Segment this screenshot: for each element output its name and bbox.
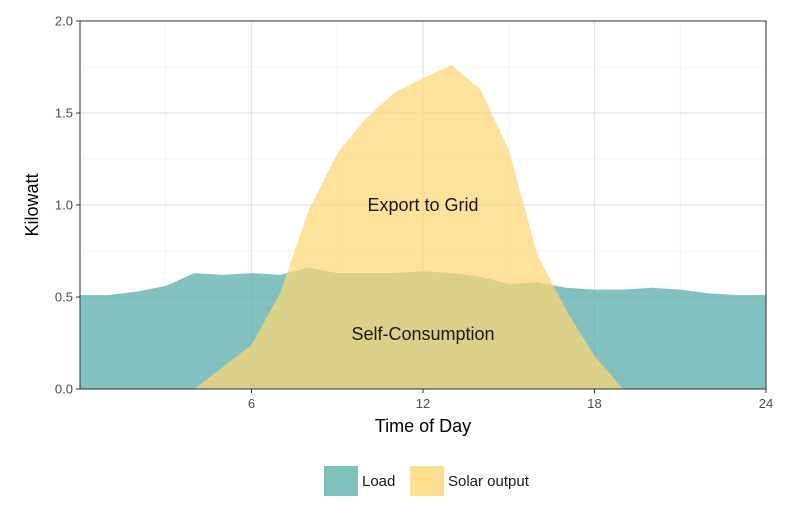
- legend-key: [324, 466, 358, 496]
- y-tick-label: 2.0: [55, 14, 73, 29]
- annotation-label: Self-Consumption: [351, 324, 494, 344]
- y-tick-label: 1.0: [55, 198, 73, 213]
- plot-border: [79, 20, 767, 390]
- x-tick-label: 6: [248, 396, 255, 411]
- x-axis-title: Time of Day: [375, 416, 471, 436]
- legend: Load Solar output: [324, 466, 530, 496]
- annotations: Export to Grid Self-Consumption: [351, 195, 494, 344]
- x-tick-label: 12: [416, 396, 430, 411]
- y-tick-label: 0.5: [55, 290, 73, 305]
- legend-label: Load: [362, 473, 395, 490]
- axes: 6 12 18 24 0.0 0.5 1.0 1.5 2.0: [55, 14, 773, 412]
- legend-key: [410, 466, 444, 496]
- x-tick-label: 24: [759, 396, 773, 411]
- legend-label: Solar output: [448, 473, 530, 490]
- areas: [80, 65, 766, 389]
- x-tick-label: 18: [587, 396, 601, 411]
- y-tick-label: 1.5: [55, 106, 73, 121]
- y-tick-label: 0.0: [55, 382, 73, 397]
- y-axis-title: Kilowatt: [22, 173, 42, 236]
- annotation-label: Export to Grid: [367, 195, 478, 215]
- solar-output-area: [80, 65, 766, 389]
